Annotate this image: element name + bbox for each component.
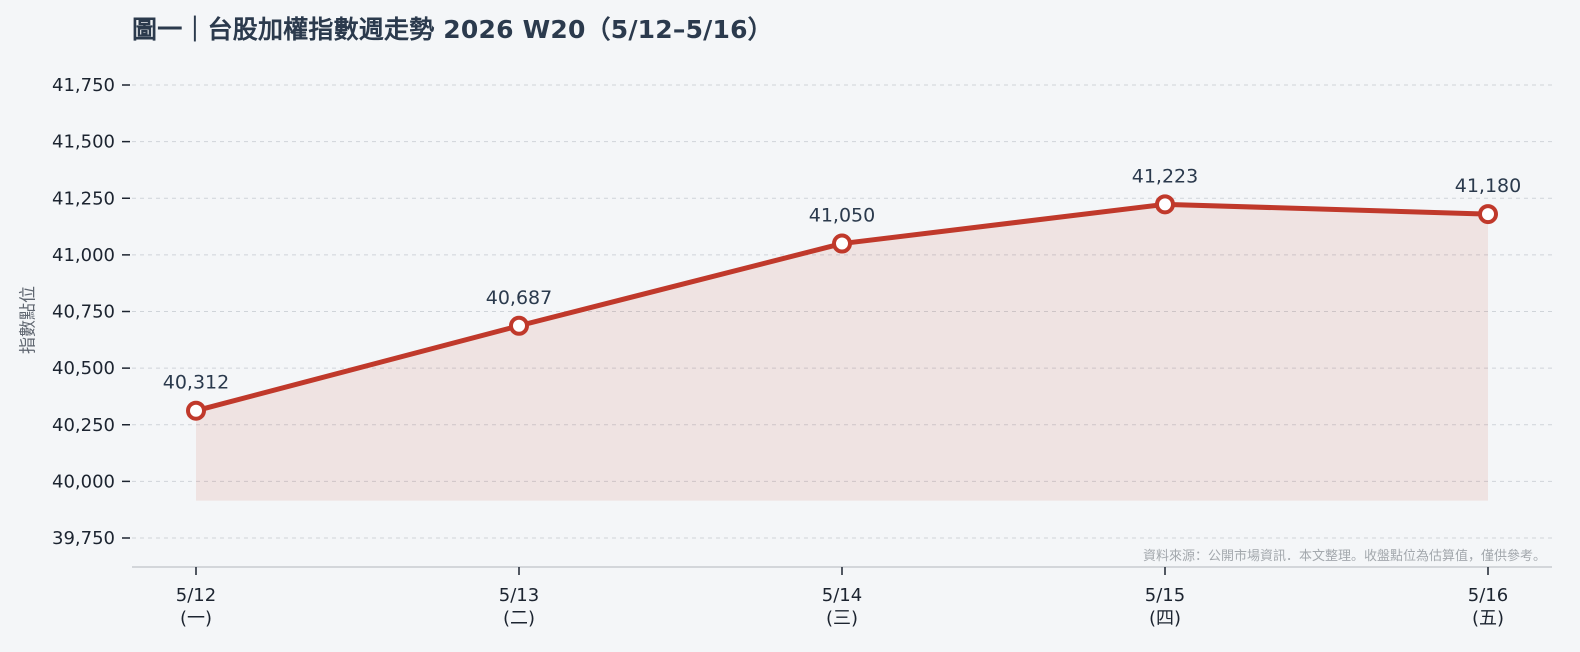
area-under-series <box>196 204 1488 501</box>
x-tick-label: 5/15 (四) <box>1145 585 1185 629</box>
data-label: 41,180 <box>1455 175 1521 197</box>
y-tick-label: 39,750 <box>52 528 115 549</box>
data-label: 40,312 <box>163 372 229 394</box>
x-tick-label: 5/16 (五) <box>1468 585 1508 629</box>
area-fill <box>196 204 1488 501</box>
axes: 39,750 40,000 40,250 40,500 40,750 41,000 41,2… <box>52 75 1552 629</box>
x-tick-label: 5/12 (一) <box>176 585 216 629</box>
y-tick-label: 41,500 <box>52 132 115 153</box>
data-point <box>832 233 852 254</box>
x-tick-label: 5/13 (二) <box>499 585 539 629</box>
y-axis-label: 指數點位 <box>18 286 39 354</box>
data-markers <box>186 194 1498 421</box>
y-tick-label: 40,500 <box>52 358 115 379</box>
y-tick-label: 41,250 <box>52 188 115 209</box>
data-label: 41,050 <box>809 205 875 227</box>
data-label: 40,687 <box>486 287 552 309</box>
y-tick-label: 41,000 <box>52 245 115 266</box>
y-tick-label: 41,750 <box>52 75 115 96</box>
source-note: 資料來源：公開市場資訊．本文整理。收盤點位為估算值，僅供參考。 <box>1142 549 1546 564</box>
data-point <box>1478 204 1498 225</box>
y-tick-label: 40,750 <box>52 302 115 323</box>
chart-title: 圖一｜台股加權指數週走勢 2026 W20（5/12–5/16） <box>132 15 773 44</box>
data-point <box>1155 194 1175 215</box>
data-point <box>186 400 206 421</box>
data-labels: 40,312 40,687 41,050 41,223 41,180 <box>163 165 1521 393</box>
data-point <box>509 315 529 336</box>
x-tick-label: 5/14 (三) <box>822 585 862 629</box>
y-tick-label: 40,000 <box>52 471 115 492</box>
y-tick-label: 40,250 <box>52 415 115 436</box>
data-label: 41,223 <box>1132 165 1198 187</box>
